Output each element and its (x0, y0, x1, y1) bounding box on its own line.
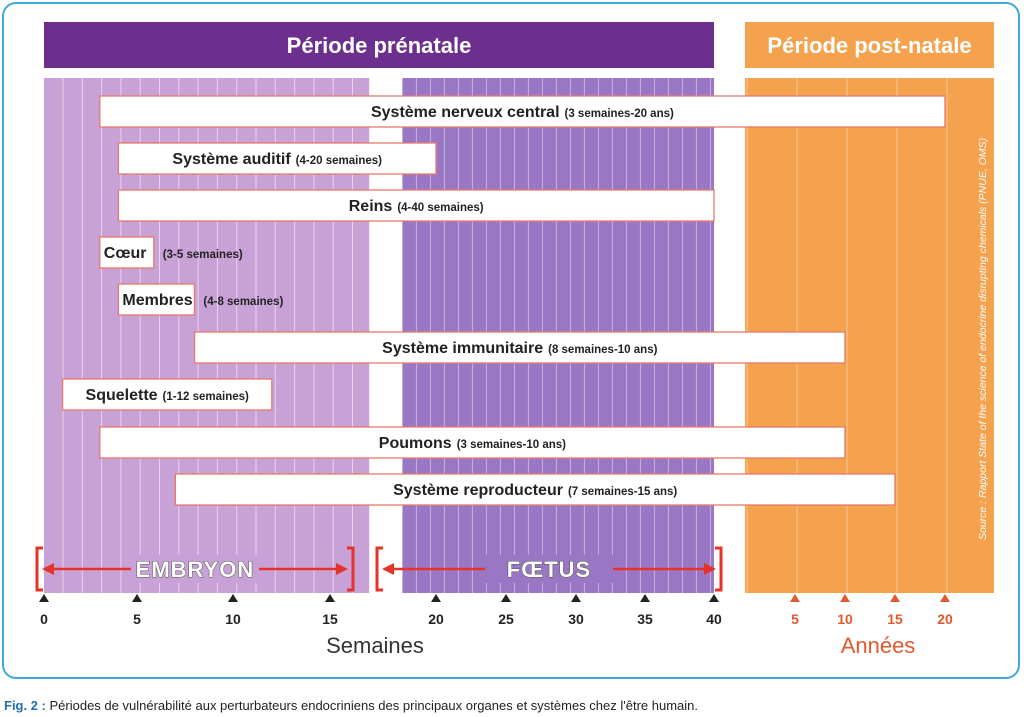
year-tick-marker (790, 594, 800, 602)
bar-rect (174, 473, 896, 506)
bar-label: Poumons (3 semaines-10 ans) (379, 435, 566, 452)
header-postnatal (745, 22, 994, 68)
bar-label: Cœur (3-5 semaines) (104, 245, 243, 262)
bar-rect (117, 283, 196, 316)
bar-7: Squelette (1-12 semaines) (61, 378, 273, 411)
bar-9: Système reproducteur (7 semaines-15 ans) (174, 473, 896, 506)
embryo-bracket-left (35, 546, 43, 592)
figure-frame (2, 2, 1020, 679)
week-tick-label: 35 (637, 611, 653, 627)
bar-rect (61, 378, 273, 411)
bar-8: Poumons (3 semaines-10 ans) (99, 426, 846, 459)
bar-label: Système reproducteur (7 semaines-15 ans) (393, 482, 677, 499)
week-tick-marker (132, 594, 142, 602)
week-tick-marker (571, 594, 581, 602)
bar-label: Squelette (1-12 semaines) (86, 387, 249, 404)
bar-label: Système nerveux central (3 semaines-20 an… (371, 104, 674, 121)
bar-rect (117, 142, 437, 175)
week-tick-label: 30 (568, 611, 584, 627)
fetus-label-bg (485, 555, 613, 583)
week-tick-label: 5 (133, 611, 141, 627)
caption-label: Fig. 2 : (4, 698, 46, 713)
bar-label: Membres (4-8 semaines) (122, 292, 283, 309)
bar-label: Système immunitaire (8 semaines-10 ans) (382, 340, 657, 357)
bar-2: Système auditif (4-20 semaines) (117, 142, 437, 175)
fetus-bracket-right (715, 546, 723, 592)
embryo-label: EMBRYON (136, 557, 255, 582)
weeks-axis-title: Semaines (326, 633, 424, 658)
bar-label: Système auditif (4-20 semaines) (172, 151, 382, 168)
week-tick-marker (39, 594, 49, 602)
week-tick-marker (431, 594, 441, 602)
fetus-arrowhead-left (382, 563, 394, 575)
week-tick-marker (325, 594, 335, 602)
year-tick-label: 5 (791, 611, 799, 627)
bar-rect (99, 236, 155, 269)
bar-4: Cœur (3-5 semaines) (99, 236, 243, 269)
vulnerability-timeline-chart: Période prénatale Période post-natale Syst… (35, 22, 994, 658)
bar-rect (117, 189, 715, 222)
week-tick-label: 15 (322, 611, 338, 627)
week-tick-label: 40 (706, 611, 722, 627)
years-axis-title: Années (841, 633, 916, 658)
bar-6: Système immunitaire (8 semaines-10 ans) (193, 331, 846, 364)
fetus-phase-marker: FŒTUS (375, 546, 723, 592)
year-tick-marker (890, 594, 900, 602)
week-tick-marker (640, 594, 650, 602)
year-tick-marker (940, 594, 950, 602)
bar-rect (99, 426, 846, 459)
header-prenatal-label: Période prénatale (287, 33, 472, 58)
year-tick-label: 20 (937, 611, 953, 627)
bar-rect (99, 95, 946, 128)
bar-label: Reins (4-40 semaines) (349, 198, 484, 215)
embryo-phase-marker: EMBRYON (35, 546, 355, 592)
bar-1: Système nerveux central (3 semaines-20 an… (99, 95, 946, 128)
week-tick-marker (709, 594, 719, 602)
fetus-bracket-left (375, 546, 383, 592)
week-tick-marker (228, 594, 238, 602)
fetus-label: FŒTUS (507, 557, 591, 582)
embryo-arrowhead-left (42, 563, 54, 575)
bar-5: Membres (4-8 semaines) (117, 283, 283, 316)
week-tick-label: 0 (40, 611, 48, 627)
figure-caption: Fig. 2 : Périodes de vulnérabilité aux p… (4, 698, 698, 713)
header-prenatal (44, 22, 714, 68)
year-tick-label: 10 (837, 611, 853, 627)
year-tick-marker (840, 594, 850, 602)
source-note: Source : Rapport State of the science of… (977, 138, 989, 540)
week-tick-label: 20 (428, 611, 444, 627)
fetus-arrowhead-right (704, 563, 716, 575)
week-tick-marker (501, 594, 511, 602)
embryo-label-bg (131, 555, 259, 583)
header-postnatal-label: Période post-natale (767, 33, 971, 58)
caption-text: Périodes de vulnérabilité aux perturbate… (45, 698, 699, 713)
week-tick-label: 25 (498, 611, 514, 627)
embryo-bracket-right (347, 546, 355, 592)
year-tick-label: 15 (887, 611, 903, 627)
bar-rect (193, 331, 846, 364)
embryo-arrowhead-right (336, 563, 348, 575)
week-tick-label: 10 (225, 611, 241, 627)
bar-3: Reins (4-40 semaines) (117, 189, 715, 222)
